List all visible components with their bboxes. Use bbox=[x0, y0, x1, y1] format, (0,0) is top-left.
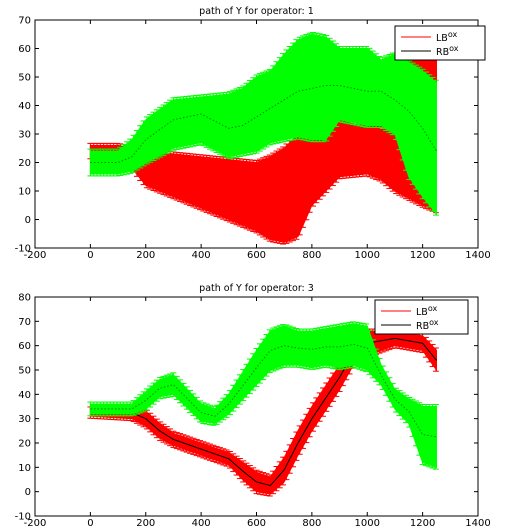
x-tick-label: 800 bbox=[302, 250, 321, 261]
x-tick-label: 200 bbox=[136, 250, 155, 261]
x-tick-label: 800 bbox=[302, 518, 321, 526]
y-tick-label: -10 bbox=[15, 244, 31, 255]
x-tick-label: 1000 bbox=[355, 518, 380, 526]
legend-box bbox=[394, 25, 486, 61]
y-tick-label: 30 bbox=[18, 130, 31, 141]
y-tick-label: 10 bbox=[18, 463, 31, 474]
x-tick-label: 400 bbox=[192, 250, 211, 261]
x-tick-label: 1200 bbox=[410, 250, 435, 261]
x-tick-label: 1000 bbox=[355, 250, 380, 261]
series-center-line bbox=[90, 85, 437, 163]
y-tick-label: 40 bbox=[18, 101, 31, 112]
x-tick-label: 600 bbox=[247, 518, 266, 526]
legend-label: RBox bbox=[436, 44, 459, 58]
y-tick-label: 70 bbox=[18, 317, 31, 328]
legend-label-base: LB bbox=[436, 33, 448, 44]
chart-title: path of Y for operator: 3 bbox=[199, 283, 314, 294]
legend-label: RBox bbox=[416, 318, 439, 332]
legend-label-base: LB bbox=[416, 307, 428, 318]
y-tick-label: 60 bbox=[18, 341, 31, 352]
y-tick-label: 30 bbox=[18, 414, 31, 425]
y-tick-label: 70 bbox=[18, 16, 31, 27]
y-tick-label: 20 bbox=[18, 158, 31, 169]
legend-label: LBox bbox=[436, 30, 457, 44]
y-tick-label: 40 bbox=[18, 390, 31, 401]
y-tick-label: 10 bbox=[18, 187, 31, 198]
legend-label-sup: ox bbox=[448, 30, 458, 39]
x-tick-label: 0 bbox=[87, 518, 93, 526]
legend-label-sup: ox bbox=[428, 304, 438, 313]
x-tick-label: -200 bbox=[24, 250, 47, 261]
series-2 bbox=[87, 321, 439, 470]
x-tick-label: 0 bbox=[87, 250, 93, 261]
y-tick-label: 0 bbox=[25, 215, 31, 226]
x-tick-label: 200 bbox=[136, 518, 155, 526]
series-2 bbox=[87, 31, 439, 216]
y-tick-label: -10 bbox=[15, 512, 31, 523]
x-tick-label: 600 bbox=[247, 250, 266, 261]
chart-title: path of Y for operator: 1 bbox=[199, 6, 314, 17]
y-tick-label: 50 bbox=[18, 73, 31, 84]
chart-2: path of Y for operator: 3-200 0 200 400 600 8… bbox=[15, 283, 491, 526]
y-tick-label: 0 bbox=[25, 487, 31, 498]
y-tick-label: 20 bbox=[18, 439, 31, 450]
x-tick-label: 1200 bbox=[410, 518, 435, 526]
x-tick-label: 1400 bbox=[465, 518, 490, 526]
legend-label-sup: ox bbox=[429, 318, 439, 327]
legend-label-base: RB bbox=[436, 47, 449, 58]
y-tick-label: 60 bbox=[18, 44, 31, 55]
legend-label: LBox bbox=[416, 304, 437, 318]
series-center-line bbox=[90, 343, 437, 438]
legend-box bbox=[374, 299, 469, 335]
legend-label-base: RB bbox=[416, 321, 429, 332]
y-tick-label: 50 bbox=[18, 366, 31, 377]
chart-1: path of Y for operator: 1-200 0 200 400 600 8… bbox=[15, 6, 491, 261]
x-tick-label: -200 bbox=[24, 518, 47, 526]
legend-label-sup: ox bbox=[449, 44, 459, 53]
x-tick-label: 1400 bbox=[465, 250, 490, 261]
y-tick-label: 80 bbox=[18, 293, 31, 304]
x-tick-label: 400 bbox=[192, 518, 211, 526]
